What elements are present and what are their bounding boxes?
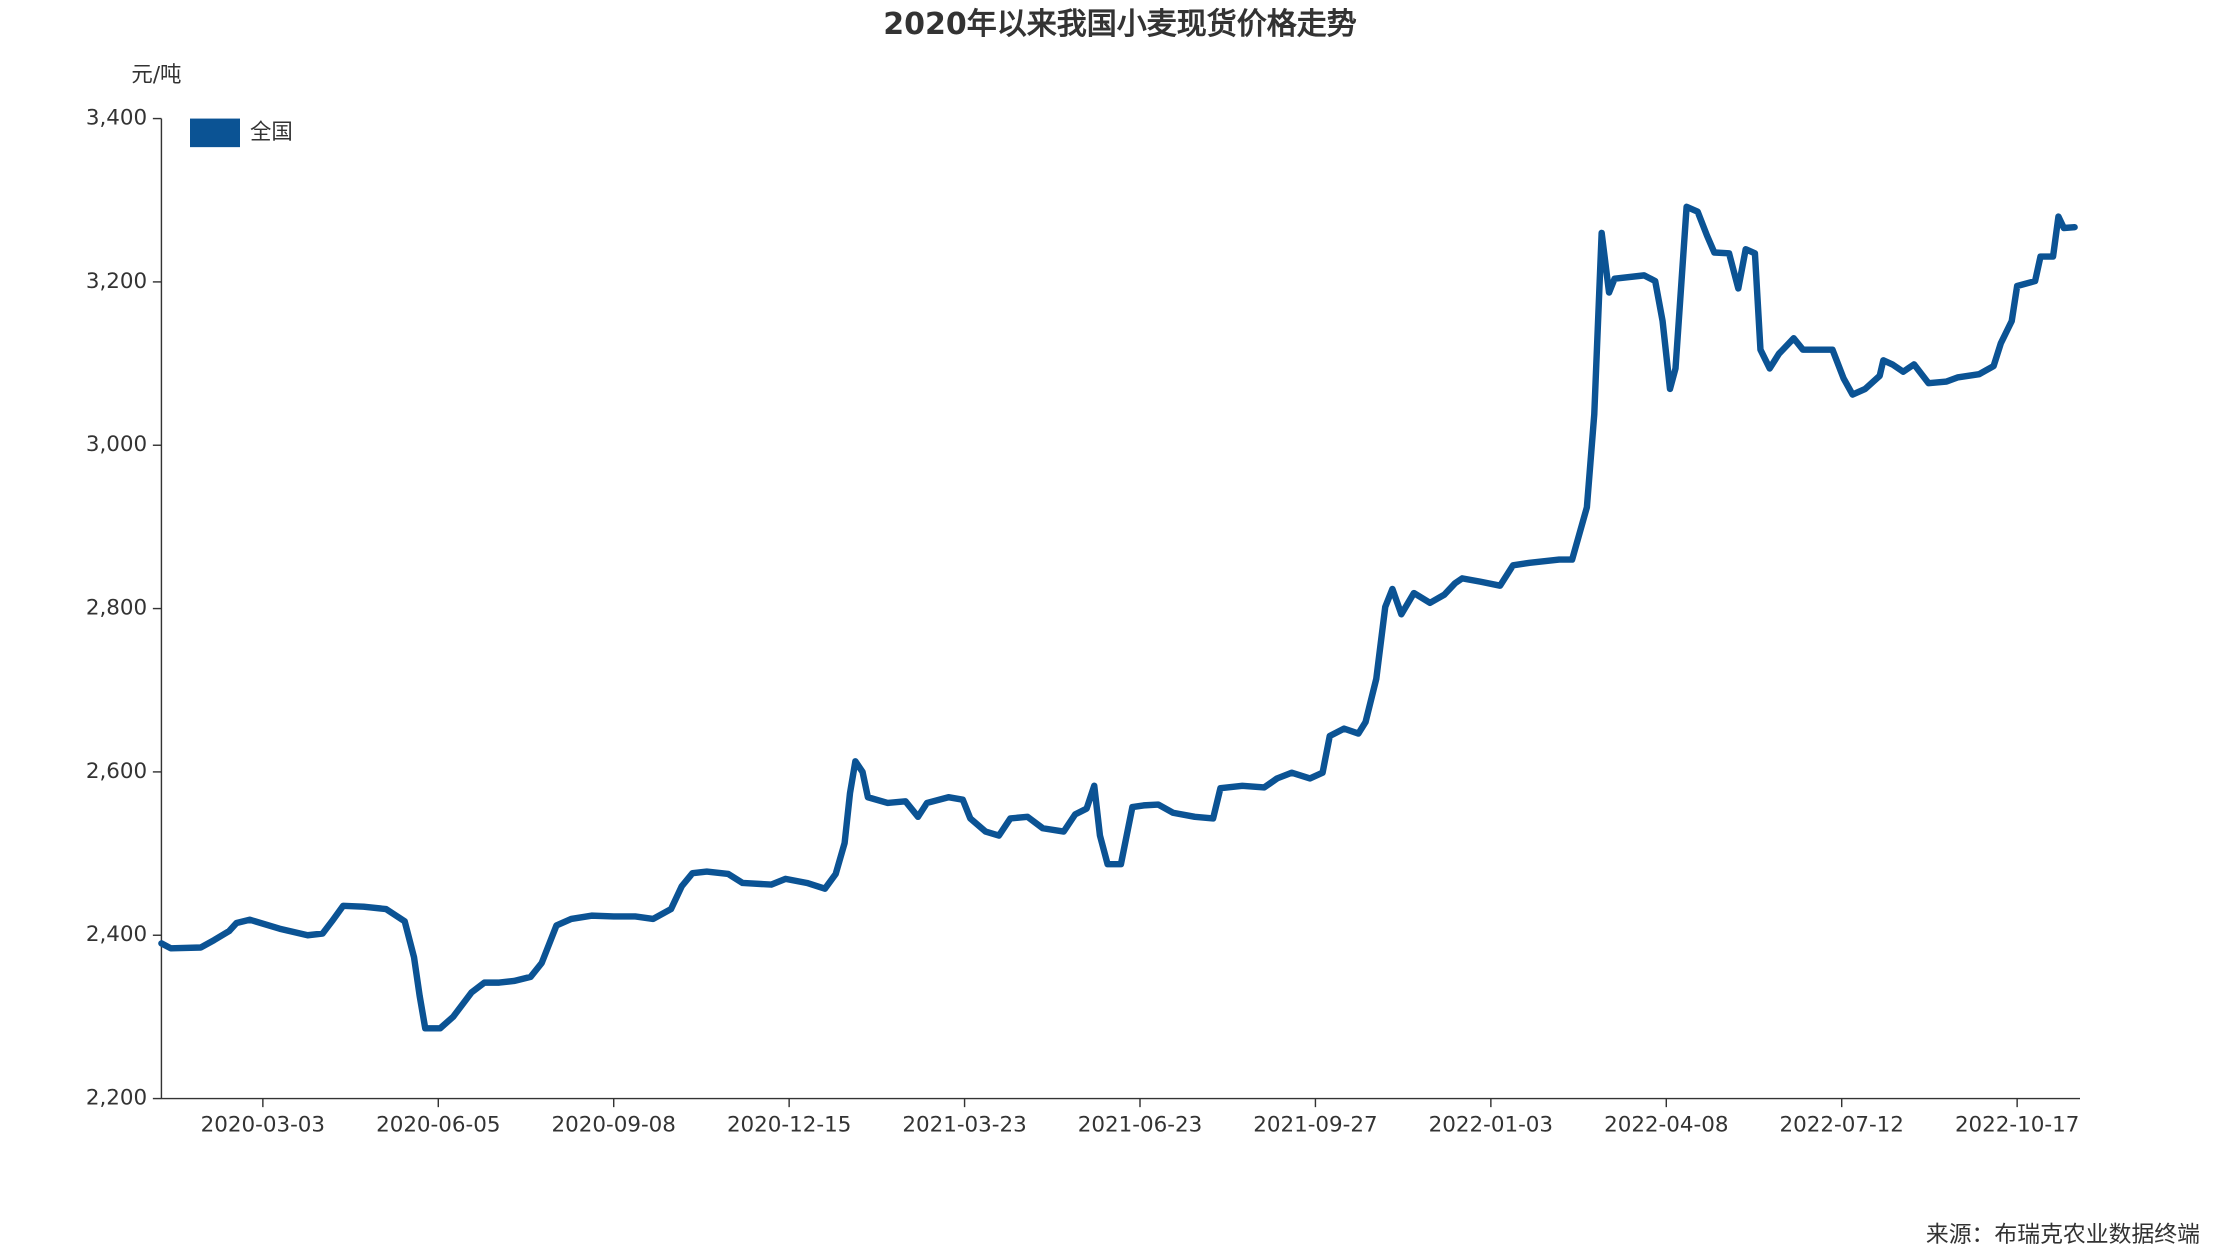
chart-title: 2020年以来我国小麦现货价格走势 [883,7,1357,42]
series-line [158,203,2078,1032]
y-axis-label: 元/吨 [131,63,181,88]
x-tick-label: 2020-03-03 [201,1113,325,1138]
x-tick-label: 2022-01-03 [1429,1113,1553,1138]
y-tick-label: 2,800 [86,596,147,621]
x-tick-label: 2021-03-23 [902,1113,1026,1138]
y-tick-label: 2,600 [86,759,147,784]
legend-label: 全国 [250,120,293,145]
x-tick-label: 2020-06-05 [376,1113,500,1138]
x-tick-label: 2021-06-23 [1078,1113,1202,1138]
y-tick-label: 3,400 [86,106,147,131]
y-tick-label: 3,000 [86,432,147,457]
x-tick-label: 2020-09-08 [552,1113,676,1138]
legend-swatch [190,118,240,148]
x-tick-label: 2021-09-27 [1253,1113,1377,1138]
x-tick-label: 2022-10-17 [1955,1113,2079,1138]
x-tick-label: 2020-12-15 [727,1113,851,1138]
source-note: 来源：布瑞克农业数据终端 [1926,1222,2200,1248]
y-tick-label: 2,400 [86,922,147,947]
x-tick-label: 2022-04-08 [1604,1113,1728,1138]
y-tick-label: 3,200 [86,269,147,294]
y-tick-label: 2,200 [86,1086,147,1111]
x-tick-label: 2022-07-12 [1780,1113,1904,1138]
